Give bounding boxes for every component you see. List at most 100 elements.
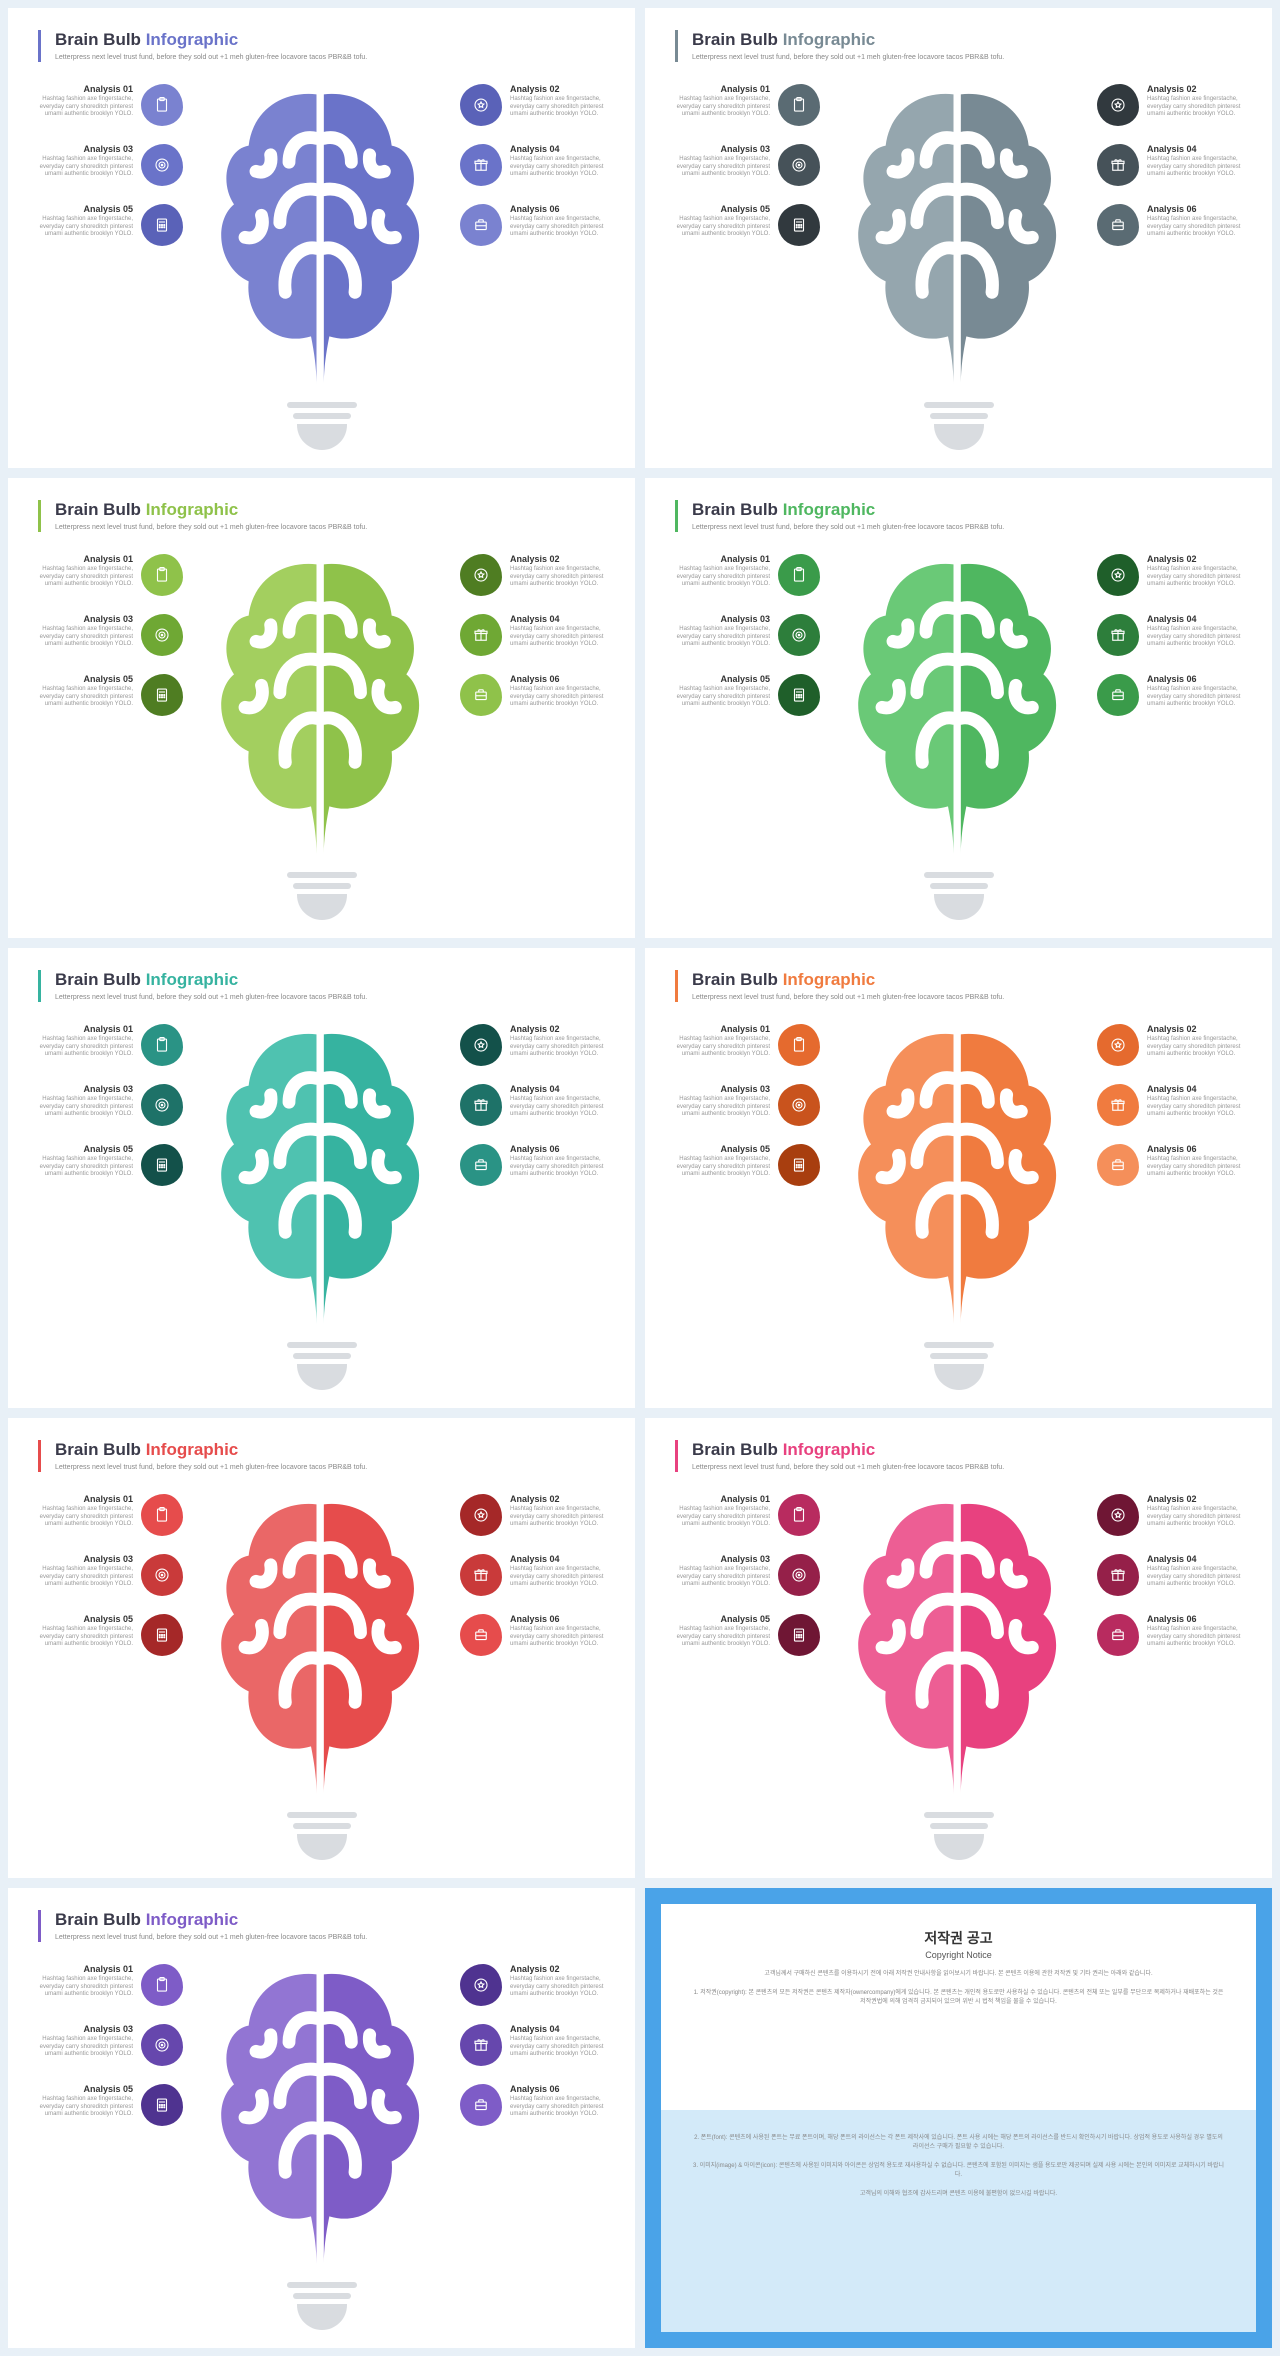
gift-icon — [460, 2024, 502, 2066]
analysis-desc: Hashtag fashion axe fingerstache, everyd… — [675, 1036, 770, 1059]
analysis-item: Analysis 05 Hashtag fashion axe fingerst… — [38, 2084, 183, 2126]
copyright-intro: 고객님께서 구매하신 콘텐츠를 이용하시기 전에 아래 저작권 안내사항을 읽어… — [691, 1970, 1226, 1979]
analysis-item: Analysis 02 Hashtag fashion axe fingerst… — [460, 1024, 605, 1066]
analysis-title: Analysis 03 — [38, 144, 133, 154]
analysis-title: Analysis 05 — [38, 204, 133, 214]
slide-header: Brain Bulb Infographic Letterpress next … — [675, 30, 1242, 62]
copyright-p3: 3. 이미지(image) & 아이콘(icon): 콘텐츠에 사용된 이미지와… — [691, 2162, 1226, 2180]
slide-subtitle: Letterpress next level trust fund, befor… — [692, 53, 1242, 62]
analysis-title: Analysis 03 — [38, 614, 133, 624]
briefcase-icon — [1097, 674, 1139, 716]
slide-header: Brain Bulb Infographic Letterpress next … — [38, 30, 605, 62]
brain-icon — [849, 1016, 1069, 1346]
analysis-desc: Hashtag fashion axe fingerstache, everyd… — [38, 1566, 133, 1589]
analysis-item: Analysis 03 Hashtag fashion axe fingerst… — [675, 1084, 820, 1126]
gift-icon — [1097, 1084, 1139, 1126]
slide-header: Brain Bulb Infographic Letterpress next … — [38, 1440, 605, 1472]
analysis-item: Analysis 04 Hashtag fashion axe fingerst… — [460, 2024, 605, 2066]
analysis-desc: Hashtag fashion axe fingerstache, everyd… — [38, 1096, 133, 1119]
star-icon — [460, 1494, 502, 1536]
analysis-item: Analysis 01 Hashtag fashion axe fingerst… — [38, 1964, 183, 2006]
right-column: Analysis 02 Hashtag fashion axe fingerst… — [460, 84, 605, 246]
slide-subtitle: Letterpress next level trust fund, befor… — [692, 1463, 1242, 1472]
slide-title: Brain Bulb Infographic — [692, 30, 1242, 50]
briefcase-icon — [460, 2084, 502, 2126]
analysis-item: Analysis 04 Hashtag fashion axe fingerst… — [460, 1554, 605, 1596]
target-icon — [141, 144, 183, 186]
analysis-desc: Hashtag fashion axe fingerstache, everyd… — [38, 1976, 133, 1999]
brain-bulb — [844, 546, 1074, 920]
analysis-title: Analysis 03 — [38, 1554, 133, 1564]
analysis-desc: Hashtag fashion axe fingerstache, everyd… — [38, 1506, 133, 1529]
slide-title: Brain Bulb Infographic — [55, 30, 605, 50]
analysis-title: Analysis 06 — [510, 674, 605, 684]
star-icon — [460, 554, 502, 596]
analysis-item: Analysis 01 Hashtag fashion axe fingerst… — [38, 1494, 183, 1536]
analysis-desc: Hashtag fashion axe fingerstache, everyd… — [1147, 1036, 1242, 1059]
analysis-item: Analysis 03 Hashtag fashion axe fingerst… — [675, 144, 820, 186]
analysis-item: Analysis 04 Hashtag fashion axe fingerst… — [460, 1084, 605, 1126]
analysis-title: Analysis 02 — [510, 1964, 605, 1974]
left-column: Analysis 01 Hashtag fashion axe fingerst… — [38, 554, 183, 716]
brain-bulb — [844, 76, 1074, 450]
briefcase-icon — [460, 204, 502, 246]
calc-icon — [141, 2084, 183, 2126]
clipboard-icon — [141, 1024, 183, 1066]
analysis-item: Analysis 02 Hashtag fashion axe fingerst… — [1097, 1494, 1242, 1536]
analysis-desc: Hashtag fashion axe fingerstache, everyd… — [675, 156, 770, 179]
analysis-desc: Hashtag fashion axe fingerstache, everyd… — [38, 626, 133, 649]
analysis-desc: Hashtag fashion axe fingerstache, everyd… — [38, 1626, 133, 1649]
calc-icon — [778, 674, 820, 716]
clipboard-icon — [141, 84, 183, 126]
bulb-base-icon — [287, 2282, 357, 2330]
analysis-item: Analysis 02 Hashtag fashion axe fingerst… — [1097, 554, 1242, 596]
bulb-base-icon — [287, 1812, 357, 1860]
right-column: Analysis 02 Hashtag fashion axe fingerst… — [460, 1494, 605, 1656]
target-icon — [778, 1084, 820, 1126]
analysis-item: Analysis 05 Hashtag fashion axe fingerst… — [38, 204, 183, 246]
analysis-title: Analysis 06 — [1147, 1614, 1242, 1624]
analysis-desc: Hashtag fashion axe fingerstache, everyd… — [510, 1156, 605, 1179]
analysis-item: Analysis 06 Hashtag fashion axe fingerst… — [1097, 674, 1242, 716]
analysis-title: Analysis 02 — [1147, 1024, 1242, 1034]
infographic-slide-9: Brain Bulb Infographic Letterpress next … — [8, 1888, 635, 2348]
analysis-title: Analysis 05 — [675, 674, 770, 684]
analysis-desc: Hashtag fashion axe fingerstache, everyd… — [38, 96, 133, 119]
target-icon — [141, 1084, 183, 1126]
analysis-item: Analysis 02 Hashtag fashion axe fingerst… — [460, 84, 605, 126]
analysis-title: Analysis 03 — [675, 1554, 770, 1564]
slide-title: Brain Bulb Infographic — [55, 1910, 605, 1930]
analysis-desc: Hashtag fashion axe fingerstache, everyd… — [1147, 96, 1242, 119]
star-icon — [1097, 1494, 1139, 1536]
analysis-item: Analysis 01 Hashtag fashion axe fingerst… — [38, 1024, 183, 1066]
calc-icon — [778, 1144, 820, 1186]
star-icon — [1097, 554, 1139, 596]
analysis-desc: Hashtag fashion axe fingerstache, everyd… — [1147, 1626, 1242, 1649]
analysis-item: Analysis 05 Hashtag fashion axe fingerst… — [675, 1144, 820, 1186]
analysis-title: Analysis 02 — [1147, 554, 1242, 564]
brain-bulb — [844, 1016, 1074, 1390]
right-column: Analysis 02 Hashtag fashion axe fingerst… — [1097, 84, 1242, 246]
analysis-item: Analysis 04 Hashtag fashion axe fingerst… — [1097, 1084, 1242, 1126]
analysis-title: Analysis 05 — [675, 1144, 770, 1154]
analysis-item: Analysis 06 Hashtag fashion axe fingerst… — [1097, 204, 1242, 246]
analysis-item: Analysis 03 Hashtag fashion axe fingerst… — [675, 614, 820, 656]
target-icon — [778, 1554, 820, 1596]
analysis-title: Analysis 03 — [38, 1084, 133, 1094]
bulb-base-icon — [287, 872, 357, 920]
analysis-item: Analysis 03 Hashtag fashion axe fingerst… — [38, 144, 183, 186]
analysis-desc: Hashtag fashion axe fingerstache, everyd… — [510, 1096, 605, 1119]
analysis-desc: Hashtag fashion axe fingerstache, everyd… — [1147, 1566, 1242, 1589]
analysis-title: Analysis 05 — [675, 1614, 770, 1624]
bulb-base-icon — [924, 1812, 994, 1860]
briefcase-icon — [1097, 1144, 1139, 1186]
briefcase-icon — [460, 1144, 502, 1186]
analysis-desc: Hashtag fashion axe fingerstache, everyd… — [510, 216, 605, 239]
analysis-item: Analysis 03 Hashtag fashion axe fingerst… — [38, 614, 183, 656]
right-column: Analysis 02 Hashtag fashion axe fingerst… — [460, 1964, 605, 2126]
analysis-desc: Hashtag fashion axe fingerstache, everyd… — [38, 686, 133, 709]
target-icon — [778, 614, 820, 656]
bulb-base-icon — [924, 872, 994, 920]
target-icon — [141, 2024, 183, 2066]
analysis-title: Analysis 01 — [38, 554, 133, 564]
